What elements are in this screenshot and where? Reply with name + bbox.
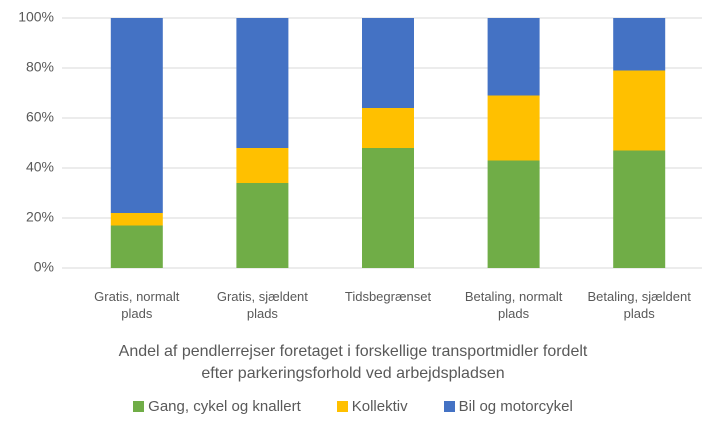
x-tick-label: Gratis, sjældent plads: [216, 289, 308, 321]
x-tick-label: Gratis, normalt plads: [94, 289, 180, 321]
y-tick-label: 0%: [34, 259, 54, 275]
bar-segment: [362, 18, 414, 108]
legend-swatch: [443, 401, 455, 412]
bar-segment: [236, 18, 289, 148]
bar-segment: [110, 213, 163, 226]
legend-label: Kollektiv: [351, 398, 408, 415]
legend-item: Kollektiv: [336, 398, 408, 415]
bar-segment: [487, 18, 540, 96]
x-tick-label: Betaling, sjældent plads: [587, 289, 691, 321]
y-tick-label: 100%: [18, 9, 54, 25]
bar-segment: [487, 160, 540, 268]
y-tick-label: 60%: [26, 109, 54, 125]
chart-title: Andel af pendlerrejser foretaget i forsk…: [118, 343, 588, 382]
bar-segment: [362, 148, 414, 268]
legend-swatch: [133, 401, 145, 412]
bar-segment: [110, 225, 163, 268]
legend-item: Bil og motorcykel: [443, 398, 573, 415]
bar-segment: [110, 18, 163, 213]
bar-segment: [613, 70, 666, 151]
x-tick-label: Betaling, normalt plads: [464, 289, 563, 321]
bar-segment: [236, 148, 289, 183]
y-tick-label: 40%: [26, 159, 54, 175]
bar-segment: [613, 150, 666, 268]
x-tick-label: Tidsbegrænset: [344, 289, 432, 304]
y-tick-label: 20%: [26, 209, 54, 225]
bar-segment: [236, 183, 289, 268]
legend-label: Bil og motorcykel: [458, 398, 573, 415]
legend: Gang, cykel og knallert Kollektiv Bil og m…: [0, 398, 706, 415]
legend-label: Gang, cykel og knallert: [148, 398, 301, 415]
legend-item: Gang, cykel og knallert: [133, 398, 301, 415]
y-tick-label: 80%: [26, 59, 54, 75]
plot: 0% 20% 40% 60% 80% 100%: [18, 9, 702, 275]
bar-segment: [487, 95, 540, 161]
legend-swatch: [336, 401, 348, 412]
bar-segment: [613, 18, 666, 71]
bar-segment: [362, 108, 414, 148]
